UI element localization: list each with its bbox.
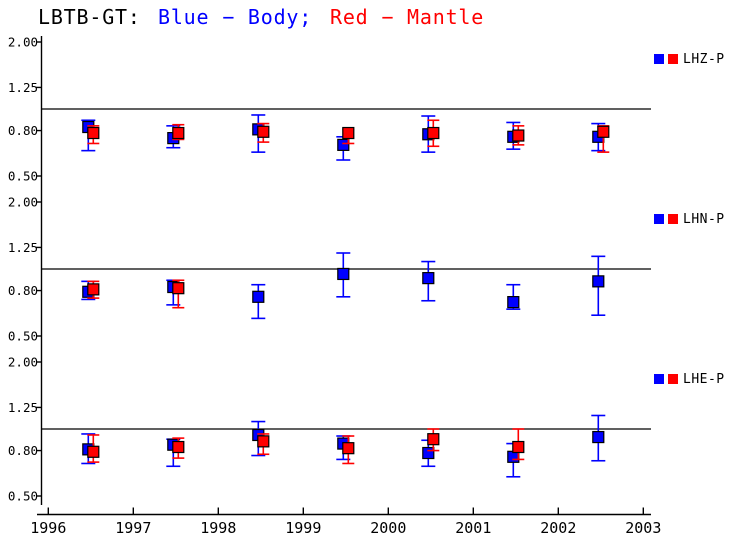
data-point-mantle bbox=[87, 126, 100, 140]
legend-label: LHN-P bbox=[683, 211, 725, 227]
legend-body-swatch-icon bbox=[654, 214, 664, 224]
data-point-body bbox=[422, 446, 435, 460]
data-point-mantle bbox=[512, 440, 525, 454]
data-point-mantle bbox=[87, 283, 100, 296]
y-tick-label: 1.25 bbox=[8, 400, 38, 415]
data-point-body bbox=[592, 275, 605, 288]
data-point-mantle bbox=[257, 435, 270, 448]
y-tick-label: 2.00 bbox=[8, 35, 38, 50]
y-tick-label: 1.25 bbox=[8, 80, 38, 95]
plot-title-station: LBTB-GT: bbox=[38, 5, 141, 29]
data-point-mantle bbox=[87, 445, 100, 458]
y-tick-label: 0.50 bbox=[8, 489, 38, 504]
data-point-mantle bbox=[342, 442, 355, 455]
x-tick-label: 1999 bbox=[285, 519, 321, 537]
data-point-mantle bbox=[512, 129, 525, 142]
x-tick-label: 1996 bbox=[30, 519, 66, 537]
y-tick-label: 2.00 bbox=[8, 355, 38, 370]
y-tick-label: 0.50 bbox=[8, 169, 38, 184]
x-tick-label: 1997 bbox=[115, 519, 151, 537]
y-tick-label: 2.00 bbox=[8, 195, 38, 210]
legend-body-swatch-icon bbox=[654, 54, 664, 64]
data-point-body bbox=[337, 267, 350, 281]
data-point-body bbox=[252, 290, 265, 303]
legend-label: LHE-P bbox=[683, 371, 725, 387]
legend-mantle-swatch-icon bbox=[668, 374, 678, 384]
data-point-body bbox=[337, 138, 350, 151]
data-point-mantle bbox=[172, 282, 185, 295]
y-tick-label: 0.80 bbox=[8, 443, 38, 458]
data-point-body bbox=[422, 272, 435, 285]
x-tick-label: 2000 bbox=[370, 519, 406, 537]
panel-legend-lhe: LHE-P bbox=[654, 371, 725, 387]
plot-title-body-key: Blue − Body; bbox=[158, 5, 313, 29]
data-point-mantle bbox=[342, 126, 355, 140]
y-tick-label: 1.25 bbox=[8, 240, 38, 255]
legend-body-swatch-icon bbox=[654, 374, 664, 384]
x-tick-label: 1998 bbox=[200, 519, 236, 537]
legend-mantle-swatch-icon bbox=[668, 54, 678, 64]
legend-label: LHZ-P bbox=[683, 51, 725, 67]
data-point-body bbox=[592, 430, 605, 444]
y-tick-label: 0.80 bbox=[8, 123, 38, 138]
y-tick-label: 0.50 bbox=[8, 329, 38, 344]
data-point-mantle bbox=[172, 126, 185, 140]
data-point-mantle bbox=[427, 433, 440, 446]
data-point-mantle bbox=[597, 125, 610, 138]
x-tick-label: 2001 bbox=[455, 519, 491, 537]
data-point-mantle bbox=[172, 440, 185, 454]
data-point-mantle bbox=[427, 126, 440, 140]
data-point-body bbox=[507, 296, 520, 309]
plot-title-mantle-key: Red − Mantle bbox=[330, 5, 485, 29]
panel-legend-lhn: LHN-P bbox=[654, 211, 725, 227]
x-tick-label: 2002 bbox=[540, 519, 576, 537]
legend-mantle-swatch-icon bbox=[668, 214, 678, 224]
y-tick-label: 0.80 bbox=[8, 283, 38, 298]
x-tick-label: 2003 bbox=[625, 519, 661, 537]
panel-legend-lhz: LHZ-P bbox=[654, 51, 725, 67]
data-point-mantle bbox=[257, 125, 270, 138]
